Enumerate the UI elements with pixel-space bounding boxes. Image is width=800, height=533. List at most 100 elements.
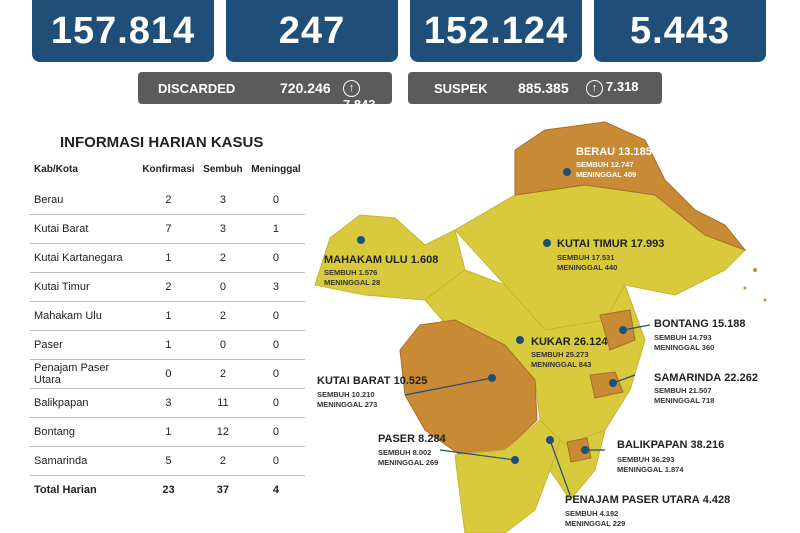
table-row: Kutai Barat 7 3 1 [30, 214, 305, 244]
cell-meninggal: 0 [246, 359, 305, 389]
table-row: Penajam Paser Utara 0 2 0 [30, 359, 305, 389]
total-cell-konfirmasi: 23 [162, 484, 175, 496]
cell-meninggal: 0 [246, 243, 305, 273]
table-row: Samarinda 5 2 0 [30, 446, 305, 476]
stat-card-meninggal: 5.443 [594, 0, 766, 62]
dot-bontang [619, 326, 627, 334]
cell-sembuh: 0 [198, 272, 247, 302]
label-bpn: BALIKPAPAN 38.216 [617, 439, 725, 451]
stat-card-sembuh: 152.124 [410, 0, 582, 62]
suspek-label: SUSPEK [434, 81, 488, 96]
label-kutim: KUTAI TIMUR 17.993 [557, 238, 665, 250]
pointer-line-bontang [622, 324, 651, 331]
cell-meninggal: 0 [246, 186, 305, 215]
sub-mahulu: SEMBUH 1.576 MENINGGAL 28 [324, 268, 381, 287]
col-header-konfirmasi: Konfirmasi [142, 163, 195, 175]
col-header-kabkota: Kab/Kota [34, 163, 78, 175]
cell-sembuh: 2 [198, 243, 247, 273]
cell-konfirmasi: 1 [138, 417, 199, 447]
cell-city: Kutai Kartanegara [30, 243, 138, 273]
cell-meninggal: 0 [246, 301, 305, 331]
cell-meninggal: 0 [246, 330, 305, 360]
cell-sembuh: 12 [198, 417, 247, 447]
cell-sembuh: 2 [198, 301, 247, 331]
daily-cases-table: Kab/Kota Konfirmasi Sembuh Meninggal Ber… [30, 152, 305, 504]
dot-bpn [581, 446, 589, 454]
label-ppu: PENAJAM PASER UTARA 4.428 [565, 494, 731, 506]
arrow-up-icon: ↑ [586, 80, 603, 97]
table-row: Mahakam Ulu 1 2 0 [30, 301, 305, 331]
pointer-line-kubar [404, 377, 493, 396]
sub-samarinda: SEMBUH 21.507 MENINGGAL 718 [654, 386, 715, 405]
cell-city: Kutai Timur [30, 272, 138, 302]
table-row: Kutai Kartanegara 1 2 0 [30, 243, 305, 273]
dot-samarinda [609, 379, 617, 387]
total-cell-city: Total Harian [34, 484, 97, 496]
col-header-meninggal: Meninggal [251, 163, 301, 175]
region-paser [454, 419, 561, 533]
cell-konfirmasi: 1 [138, 330, 199, 360]
region-kutai-barat [399, 319, 538, 456]
stat-card-konfirmasi: 157.814 [32, 0, 214, 62]
discarded-delta-wrap: ↑7.843 [343, 79, 392, 112]
cell-konfirmasi: 2 [138, 272, 199, 302]
label-mahulu: MAHAKAM ULU 1.608 [324, 254, 439, 266]
cell-meninggal: 0 [246, 417, 305, 447]
cell-konfirmasi: 0 [138, 359, 199, 389]
discarded-pill: DISCARDED 720.246 ↑7.843 [138, 72, 392, 112]
cell-sembuh: 2 [198, 359, 247, 389]
label-kubar: KUTAI BARAT 10.525 [317, 375, 428, 387]
table-row: Bontang 1 12 0 [30, 417, 305, 447]
cell-konfirmasi: 3 [138, 388, 199, 418]
label-bontang: BONTANG 15.188 [654, 318, 746, 330]
dot-kubar [488, 374, 496, 382]
sub-berau: SEMBUH 12.747 MENINGGAL 409 [576, 160, 637, 179]
cell-sembuh: 11 [198, 388, 247, 418]
cell-sembuh: 0 [198, 330, 247, 360]
cell-meninggal: 0 [246, 388, 305, 418]
cell-meninggal: 1 [246, 214, 305, 244]
dot-berau [563, 168, 571, 176]
sub-paser: SEMBUH 8.002 MENINGGAL 269 [378, 448, 439, 467]
table-row: Balikpapan 3 11 0 [30, 388, 305, 418]
suspek-delta: 7.318 [606, 79, 639, 94]
cell-city: Penajam Paser Utara [30, 359, 138, 389]
sub-kutim: SEMBUH 17.531 MENINGGAL 440 [557, 253, 618, 272]
suspek-delta-wrap: ↑ 7.318 [586, 79, 639, 97]
cell-konfirmasi: 1 [138, 301, 199, 331]
konfirmasi-value: 157.814 [50, 10, 196, 52]
table-row: Kutai Timur 2 0 3 [30, 272, 305, 302]
region-samarinda [589, 371, 624, 399]
cell-city: Balikpapan [30, 388, 138, 418]
pointer-line-ppu [549, 439, 571, 496]
cell-meninggal: 0 [246, 446, 305, 476]
kaltim-map [314, 121, 767, 533]
discarded-value: 720.246 [280, 80, 331, 96]
island [743, 286, 747, 290]
cell-city: Mahakam Ulu [30, 301, 138, 331]
cell-konfirmasi: 7 [138, 214, 199, 244]
meninggal-value: 5.443 [629, 10, 731, 52]
island [753, 268, 757, 272]
table-title: INFORMASI HARIAN KASUS [60, 134, 264, 151]
total-cell-sembuh: 37 [216, 484, 230, 496]
sub-bpn: SEMBUH 36.293 MENINGGAL 1.874 [617, 455, 684, 474]
cell-city: Berau [30, 186, 138, 215]
cell-sembuh: 3 [198, 186, 247, 215]
region-mahakam-ulu [314, 214, 466, 301]
sub-ppu: SEMBUH 4.192 MENINGGAL 229 [565, 509, 626, 528]
discarded-label: DISCARDED [158, 81, 236, 96]
sembuh-value: 152.124 [423, 10, 569, 52]
sub-bontang: SEMBUH 14.793 MENINGGAL 360 [654, 333, 715, 352]
discarded-delta: 7.843 [343, 97, 376, 112]
region-bontang [599, 309, 636, 351]
suspek-pill: SUSPEK 885.385 ↑ 7.318 [408, 72, 662, 104]
dot-paser [511, 456, 519, 464]
island [763, 298, 767, 302]
cell-konfirmasi: 2 [138, 186, 199, 215]
cell-sembuh: 2 [198, 446, 247, 476]
cell-konfirmasi: 1 [138, 243, 199, 273]
arrow-up-icon: ↑ [343, 80, 360, 97]
cell-city: Bontang [30, 417, 138, 447]
cell-city: Samarinda [30, 446, 138, 476]
